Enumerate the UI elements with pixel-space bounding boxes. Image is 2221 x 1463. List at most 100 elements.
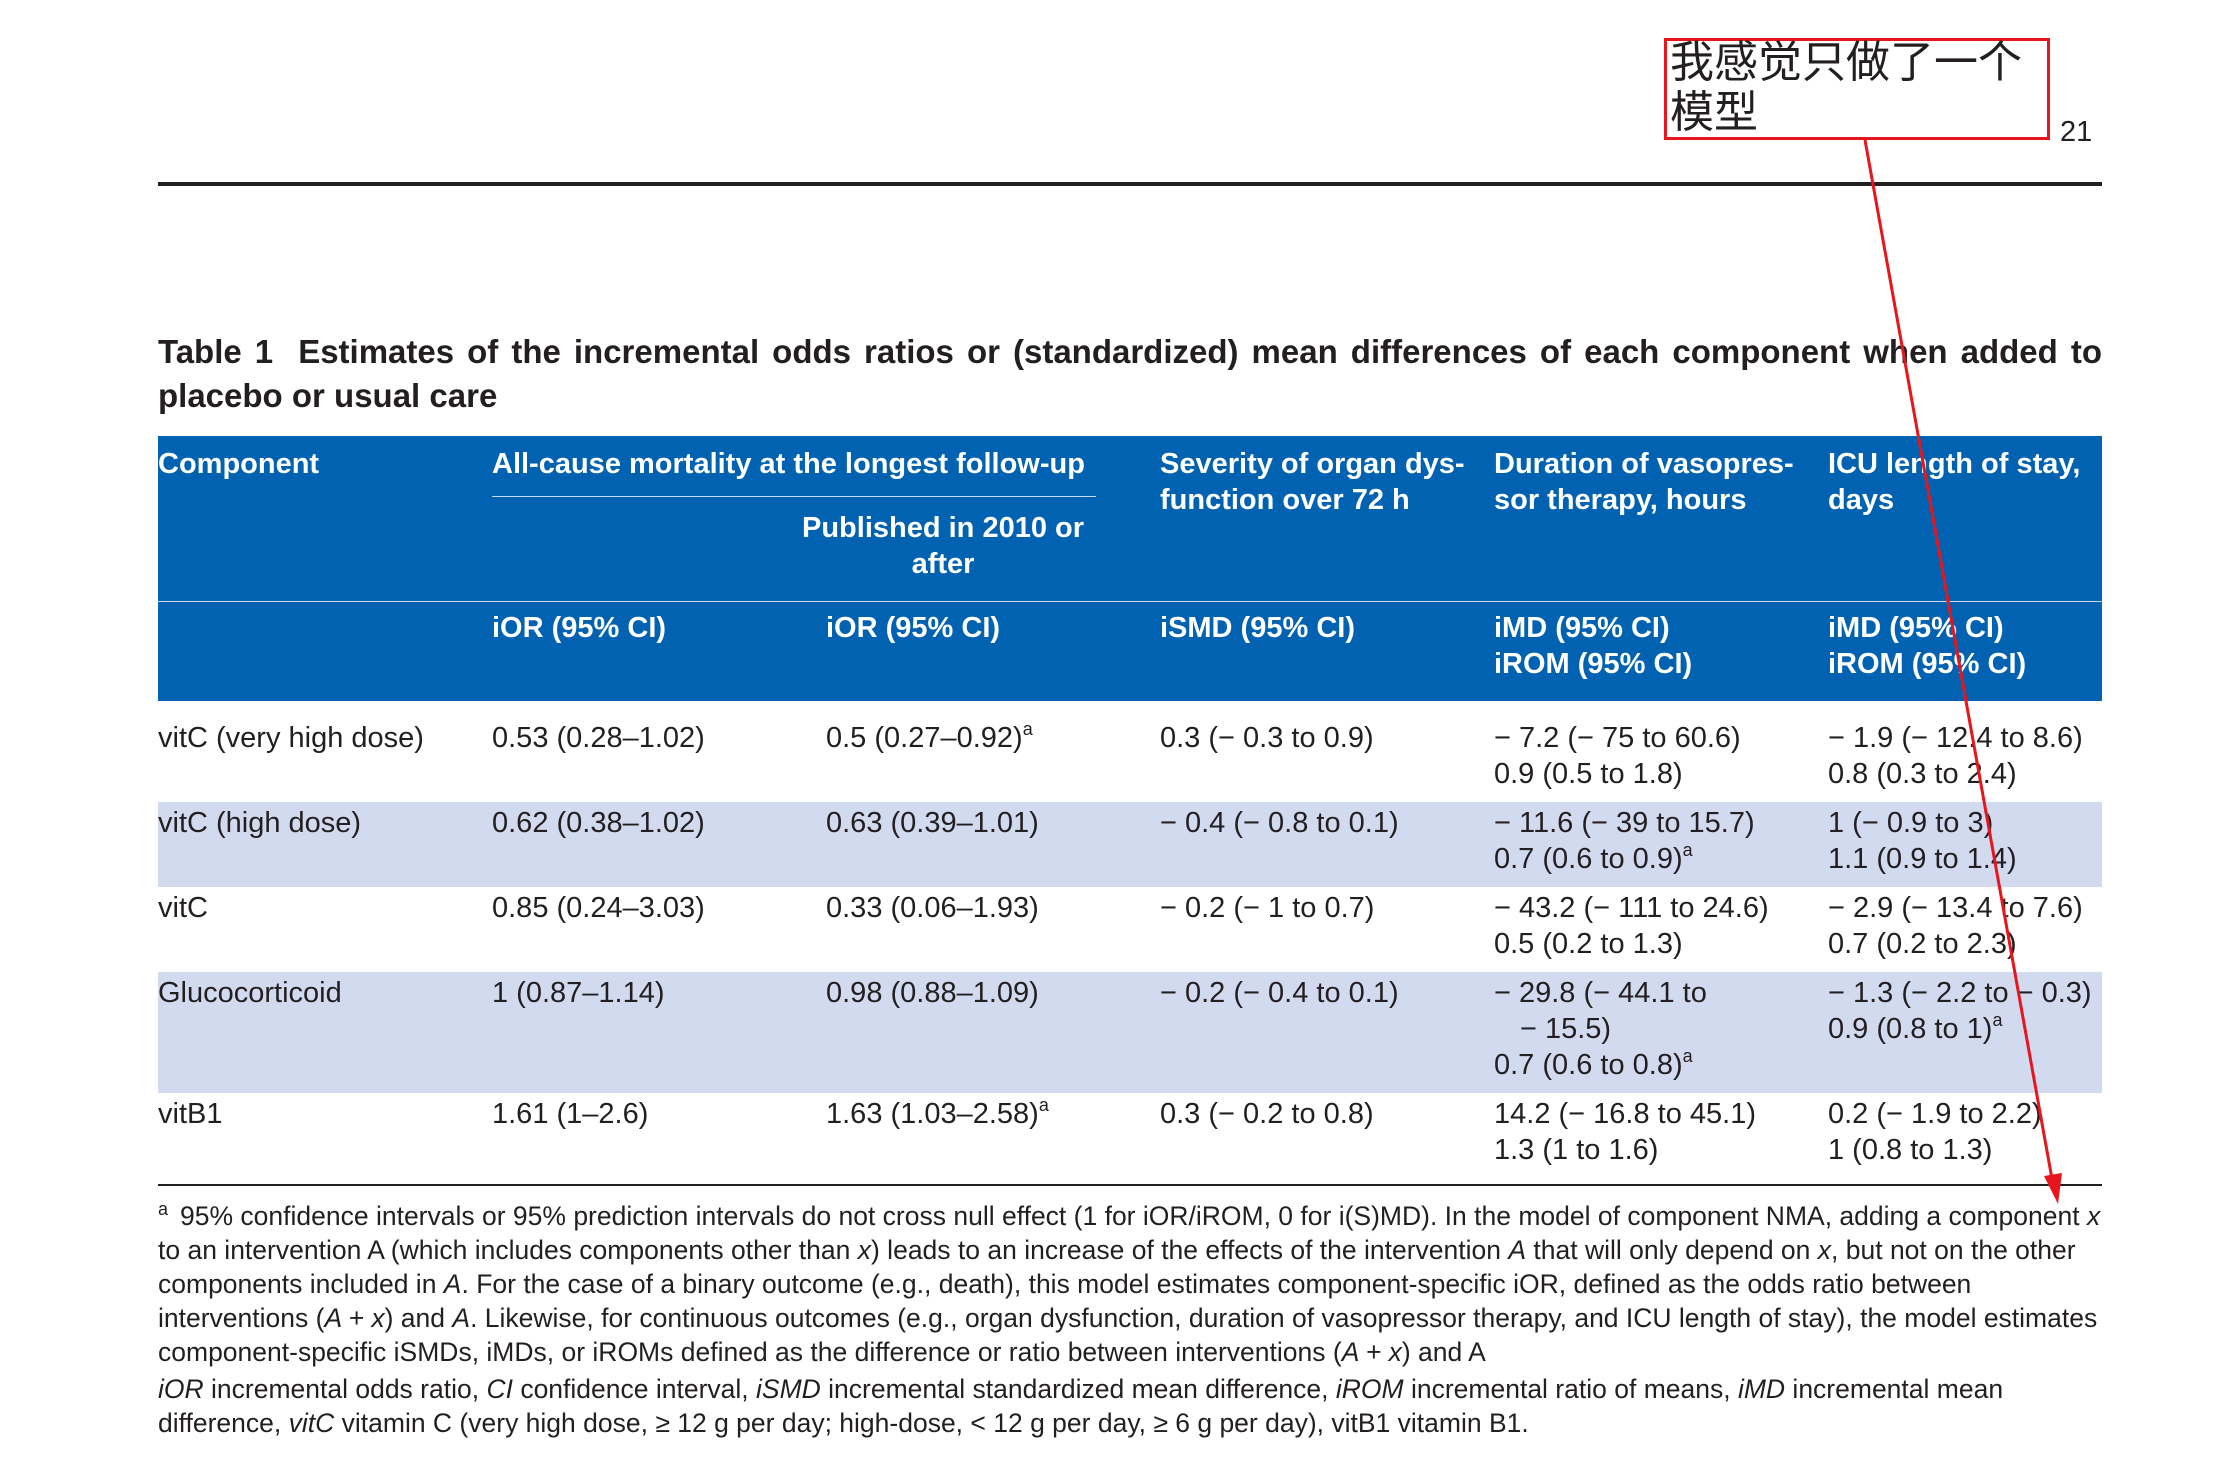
cell-ior: 1 (0.87–1.14) — [492, 977, 665, 1009]
cell-ior: 0.53 (0.28–1.02) — [492, 722, 705, 754]
header-icu-irom: iROM (95% CI) — [1828, 648, 2027, 680]
cell-ior-2010-value: 0.33 (0.06–1.93) — [826, 892, 1039, 924]
footnote-var: x — [2086, 1201, 2101, 1231]
cell-icu-imd: − 2.9 (− 13.4 to 7.6) — [1828, 892, 2083, 924]
table-header: Component All-cause mortality at the lon… — [158, 436, 2102, 701]
header-divider — [158, 601, 2102, 602]
cell-icu-irom: 1.1 (0.9 to 1.4) — [1828, 841, 2017, 877]
header-icu-stats: iMD (95% CI) iROM (95% CI) — [1828, 610, 2026, 682]
cell-vaso-irom: 0.7 (0.6 to 0.8)a — [1494, 1047, 1707, 1083]
cell-vaso-irom: 0.5 (0.2 to 1.3) — [1494, 926, 1769, 962]
abbrev-term: vitC — [288, 1408, 335, 1438]
cell-ior-2010-value: 0.63 (0.39–1.01) — [826, 807, 1039, 839]
abbrev-term: iROM — [1335, 1374, 1404, 1404]
cell-icu: 0.2 (− 1.9 to 2.2) 1 (0.8 to 1.3) — [1828, 1096, 2042, 1168]
cell-icu: − 1.9 (− 12.4 to 8.6) 0.8 (0.3 to 2.4) — [1828, 720, 2083, 792]
cell-vaso-irom-value: 1.3 (1 to 1.6) — [1494, 1134, 1659, 1166]
annotation-line2: 模型 — [1670, 87, 1758, 138]
footnote-var: x — [857, 1235, 871, 1265]
cell-icu: − 2.9 (− 13.4 to 7.6) 0.7 (0.2 to 2.3) — [1828, 890, 2083, 962]
cell-vasopressor: − 29.8 (− 44.1 to − 15.5) 0.7 (0.6 to 0.… — [1494, 975, 1707, 1083]
header-published: Published in 2010 or after — [801, 512, 1085, 580]
footnote-text: . For the case of a binary outcome (e.g.… — [158, 1269, 1972, 1333]
cell-vaso-irom: 0.9 (0.5 to 1.8) — [1494, 756, 1741, 792]
cell-vaso-irom-value: 0.7 (0.6 to 0.8) — [1494, 1049, 1683, 1081]
footnote-text: ) and — [384, 1303, 453, 1333]
abbrev-desc: incremental odds ratio, — [203, 1374, 487, 1404]
cell-vaso-irom-value: 0.9 (0.5 to 1.8) — [1494, 758, 1683, 790]
header-icu: ICU length of stay, days — [1828, 446, 2080, 518]
abbrev-desc: vitamin C (very high dose, ≥ 12 g per da… — [334, 1408, 1529, 1438]
cell-ior: 1.61 (1–2.6) — [492, 1098, 649, 1130]
cell-icu-irom-value: 0.8 (0.3 to 2.4) — [1828, 758, 2017, 790]
cell-component: Glucocorticoid — [158, 977, 342, 1009]
footnote-mark: a — [158, 1199, 169, 1219]
footnote-text: , but not on the other components includ… — [158, 1235, 2076, 1299]
abbrev-term: CI — [486, 1374, 513, 1404]
header-mortality: All-cause mortality at the longest follo… — [492, 448, 1085, 480]
cell-icu-irom-value: 0.7 (0.2 to 2.3) — [1828, 928, 2017, 960]
cell-vaso-imd: 14.2 (− 16.8 to 45.1) — [1494, 1098, 1756, 1130]
abbrev-term: iSMD — [756, 1374, 821, 1404]
cell-ismd: 0.3 (− 0.3 to 0.9) — [1160, 722, 1374, 754]
footnote-mark: a — [1682, 1046, 1693, 1066]
table-row: vitB1 1.61 (1–2.6) 1.63 (1.03–2.58)a 0.3… — [158, 1093, 2102, 1181]
abbrev-desc: incremental standardized mean difference… — [820, 1374, 1336, 1404]
cell-vaso-imd: − 7.2 (− 75 to 60.6) — [1494, 722, 1741, 754]
abbrev-term: iMD — [1737, 1374, 1786, 1404]
table-row: Glucocorticoid 1 (0.87–1.14) 0.98 (0.88–… — [158, 972, 2102, 1093]
footnote-mark: a — [1022, 719, 1033, 739]
header-organ-line1: Severity of organ dys- — [1160, 448, 1465, 480]
cell-vaso-irom-value: 0.7 (0.6 to 0.9) — [1494, 843, 1683, 875]
cell-icu-irom: 0.7 (0.2 to 2.3) — [1828, 926, 2083, 962]
cell-icu: 1 (− 0.9 to 3) 1.1 (0.9 to 1.4) — [1828, 805, 2017, 877]
cell-ior-2010: 0.63 (0.39–1.01) — [826, 805, 1039, 841]
cell-ior-2010: 0.33 (0.06–1.93) — [826, 890, 1039, 926]
footnote-var: A + x — [324, 1303, 385, 1333]
header-ismd: iSMD (95% CI) — [1160, 612, 1355, 644]
cell-component: vitC (very high dose) — [158, 722, 424, 754]
table-abbreviations: iOR incremental odds ratio, CI confidenc… — [158, 1372, 2102, 1440]
cell-ior-2010: 0.98 (0.88–1.09) — [826, 975, 1039, 1011]
annotation-line1: 我感觉只做了一个 — [1670, 37, 2022, 88]
header-vaso-imd: iMD (95% CI) — [1494, 612, 1670, 644]
cell-icu-imd: − 1.9 (− 12.4 to 8.6) — [1828, 722, 2083, 754]
abbrev-desc: incremental mean difference, — [158, 1374, 2004, 1438]
header-icu-line2: days — [1828, 484, 1895, 516]
annotation-box[interactable] — [1664, 38, 2050, 140]
table-title-text: Estimates of the incremental odds ratios… — [158, 333, 2102, 414]
cell-vaso-irom-value: 0.5 (0.2 to 1.3) — [1494, 928, 1683, 960]
cell-ismd: 0.3 (− 0.2 to 0.8) — [1160, 1098, 1374, 1130]
footnote-var: A + x — [1341, 1337, 1402, 1367]
footnote-var: A — [443, 1269, 462, 1299]
cell-icu: − 1.3 (− 2.2 to − 0.3) 0.9 (0.8 to 1)a — [1828, 975, 2092, 1047]
header-vasopressor: Duration of vasopres- sor therapy, hours — [1494, 446, 1794, 518]
header-ior-2: iOR (95% CI) — [826, 612, 1001, 644]
header-component: Component — [158, 448, 320, 480]
table-row: vitC 0.85 (0.24–3.03) 0.33 (0.06–1.93) −… — [158, 887, 2102, 972]
cell-icu-irom: 1 (0.8 to 1.3) — [1828, 1132, 2042, 1168]
cell-vasopressor: 14.2 (− 16.8 to 45.1) 1.3 (1 to 1.6) — [1494, 1096, 1756, 1168]
table-row: vitC (very high dose) 0.53 (0.28–1.02) 0… — [158, 701, 2102, 802]
table-row: vitC (high dose) 0.62 (0.38–1.02) 0.63 (… — [158, 802, 2102, 887]
footnote-text: ) leads to an increase of the effects of… — [871, 1235, 1509, 1265]
cell-vaso-imd: − 29.8 (− 44.1 to — [1494, 977, 1707, 1009]
header-icu-imd: iMD (95% CI) — [1828, 612, 2004, 644]
cell-ismd: − 0.2 (− 0.4 to 0.1) — [1160, 977, 1399, 1009]
page-number: 21 — [2060, 116, 2093, 148]
cell-ior-2010-value: 0.98 (0.88–1.09) — [826, 977, 1039, 1009]
footnote-mark: a — [1682, 840, 1693, 860]
cell-vasopressor: − 11.6 (− 39 to 15.7) 0.7 (0.6 to 0.9)a — [1494, 805, 1755, 877]
cell-icu-irom-value: 0.9 (0.8 to 1) — [1828, 1013, 1993, 1045]
table-label: Table 1 — [158, 333, 274, 370]
cell-ismd: − 0.4 (− 0.8 to 0.1) — [1160, 807, 1399, 839]
cell-vaso-irom: 1.3 (1 to 1.6) — [1494, 1132, 1756, 1168]
annotation-text[interactable]: 我感觉只做了一个 模型 — [1670, 38, 2050, 138]
footnote-text: to an intervention A (which includes com… — [158, 1235, 858, 1265]
cell-vasopressor: − 43.2 (− 111 to 24.6) 0.5 (0.2 to 1.3) — [1494, 890, 1769, 962]
cell-icu-imd: 0.2 (− 1.9 to 2.2) — [1828, 1098, 2042, 1130]
abbrev-term: iOR — [158, 1374, 204, 1404]
cell-icu-irom: 0.9 (0.8 to 1)a — [1828, 1011, 2092, 1047]
abbrev-desc: incremental ratio of means, — [1403, 1374, 1738, 1404]
